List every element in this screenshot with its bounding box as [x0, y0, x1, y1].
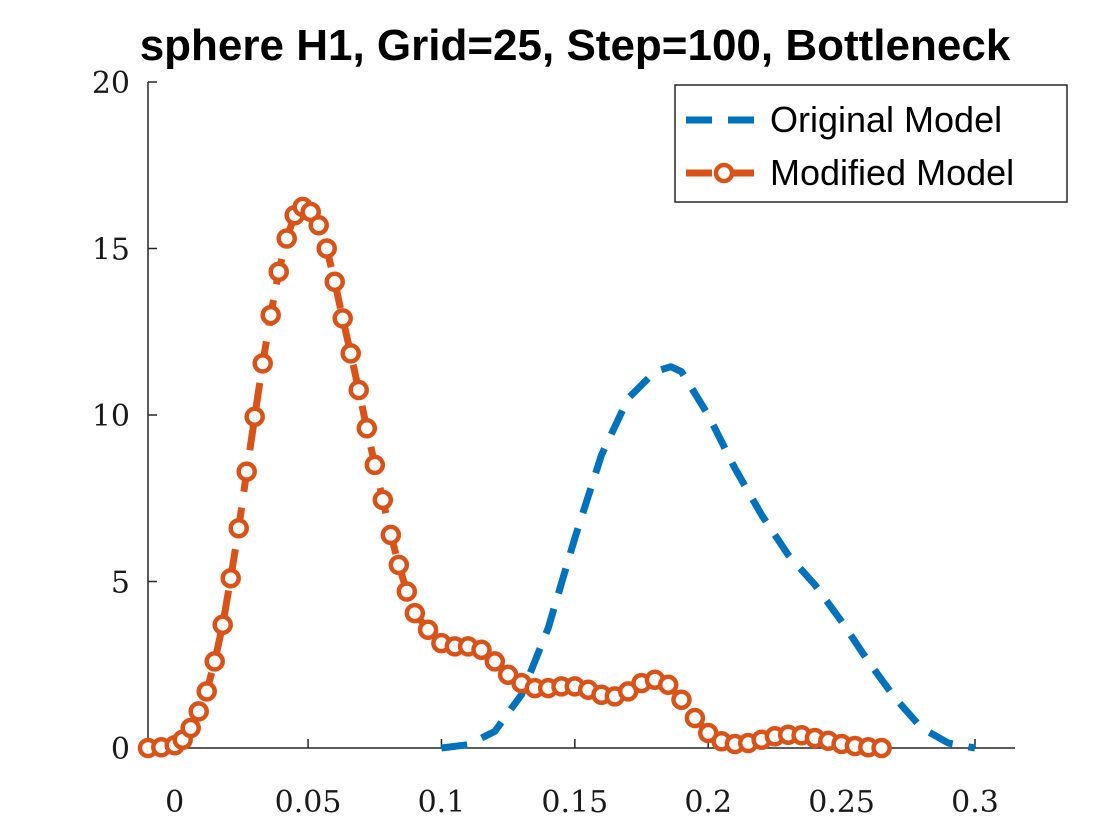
legend-label-modified-model: Modified Model — [770, 152, 1014, 193]
data-point — [188, 701, 209, 722]
data-point — [204, 651, 225, 672]
data-point — [348, 379, 369, 401]
data-point — [380, 524, 402, 546]
data-point — [471, 639, 492, 661]
legend-marker-modified-model — [713, 162, 735, 184]
x-tick-label: 0.05 — [275, 785, 342, 820]
data-point — [220, 567, 241, 589]
legend: Original Model Modified Model — [674, 84, 1068, 203]
data-point — [684, 707, 706, 729]
data-point — [252, 353, 273, 374]
data-point — [372, 489, 394, 511]
y-tick-label: 5 — [111, 566, 130, 601]
data-point — [484, 651, 506, 672]
data-point — [228, 517, 249, 539]
data-point — [871, 737, 892, 759]
x-tick-label: 0.15 — [541, 785, 608, 820]
data-point — [212, 614, 233, 636]
x-tick-label: 0.2 — [684, 785, 732, 820]
data-point — [396, 581, 418, 602]
data-point — [260, 304, 281, 326]
legend-box — [674, 84, 1068, 203]
data-point — [308, 214, 329, 236]
y-tick-label: 10 — [92, 399, 130, 434]
chart-title: sphere H1, Grid=25, Step=100, Bottleneck — [140, 21, 1011, 70]
data-point — [236, 461, 257, 482]
series-line — [440, 363, 976, 752]
data-point — [244, 406, 265, 427]
data-point — [657, 674, 679, 695]
data-point — [340, 343, 361, 364]
series-layer — [137, 196, 976, 759]
data-point — [180, 717, 201, 739]
data-point — [196, 681, 217, 702]
y-tick-label: 0 — [111, 732, 130, 767]
data-point — [268, 261, 289, 283]
series-modified-model — [137, 196, 892, 759]
y-tick-label: 20 — [92, 66, 130, 101]
data-point — [276, 228, 297, 249]
data-point — [316, 238, 337, 259]
data-point — [332, 308, 353, 329]
data-point — [671, 689, 692, 710]
x-tick-label: 0.1 — [418, 785, 466, 820]
data-point — [388, 554, 410, 576]
data-point — [404, 602, 426, 624]
data-point — [324, 271, 345, 293]
x-tick-label: 0 — [165, 785, 184, 820]
data-point — [417, 619, 439, 641]
y-tick-label: 15 — [92, 233, 130, 268]
legend-label-original-model: Original Model — [770, 99, 1002, 140]
x-tick-label: 0.25 — [808, 785, 875, 820]
series-original-model — [440, 363, 976, 752]
axes: 0 0.05 0.1 0.15 0.2 0.25 0.3 0 5 10 15 20 — [92, 66, 1015, 820]
x-tick-label: 0.3 — [951, 785, 999, 820]
data-point — [356, 418, 378, 439]
data-point — [364, 454, 386, 476]
series-line — [147, 203, 882, 752]
